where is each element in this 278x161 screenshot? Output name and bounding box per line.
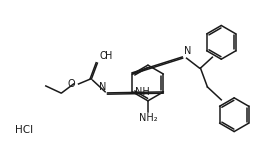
Text: N: N [99,82,106,92]
Text: N: N [183,46,191,56]
Text: HCl: HCl [15,125,33,135]
Text: O: O [68,79,76,89]
Text: O: O [99,51,107,61]
Text: H: H [105,51,113,61]
Text: NH: NH [135,87,150,97]
Text: NH₂: NH₂ [139,113,157,123]
